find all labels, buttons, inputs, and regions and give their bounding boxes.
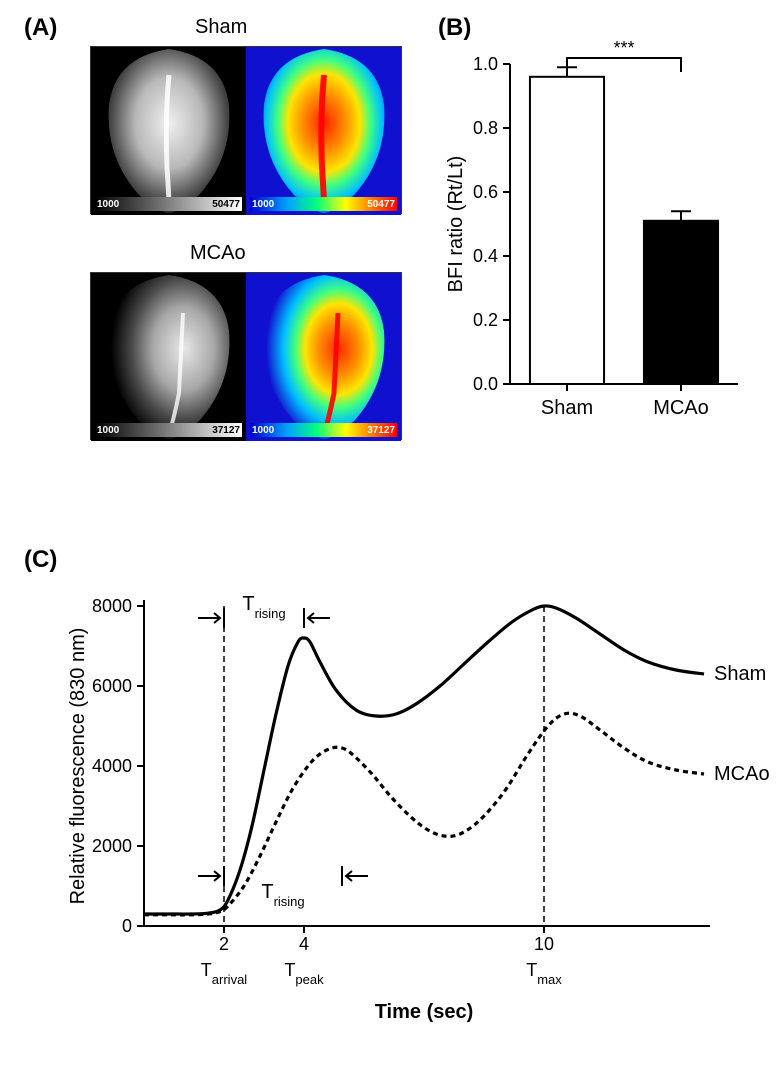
x-axis-title: Time (sec) — [375, 1001, 474, 1023]
mcao-gray-image: 1000 37127 — [91, 273, 246, 441]
x-category-label: Sham — [541, 397, 593, 419]
panel-c-chart: 0 2000 4000 6000 8000Relative fluorescence (… — [54, 586, 774, 1056]
y-tick-label: 2000 — [92, 836, 132, 856]
sham-gray-image: 1000 50477 — [91, 47, 246, 215]
y-tick-label: 1.0 — [473, 54, 498, 74]
x-category-label: MCAo — [653, 397, 709, 419]
y-tick-label: 0.6 — [473, 182, 498, 202]
y-axis-title: BFI ratio (Rt/Lt) — [445, 156, 467, 293]
trising-arrow — [308, 613, 330, 623]
sham-color-scale: 1000 50477 — [250, 197, 397, 211]
trising-label: Trising — [242, 593, 285, 621]
x-tick-label: 2 — [219, 934, 229, 954]
bar — [644, 221, 718, 384]
mcao-series-label: MCAo — [714, 763, 770, 785]
trising-arrow — [198, 613, 220, 623]
x-sub-label: Tpeak — [284, 960, 324, 987]
trising-arrow — [198, 871, 220, 881]
mcao-image-pair: 1000 37127 1000 37127 — [90, 272, 402, 440]
y-tick-label: 4000 — [92, 756, 132, 776]
panel-b-chart: 0.0 0.2 0.4 0.6 0.8 1.0 BFI ratio (Rt/Lt) Sham M… — [438, 36, 768, 450]
y-tick-label: 8000 — [92, 596, 132, 616]
trising-arrow — [346, 871, 368, 881]
y-tick-label: 0.0 — [473, 374, 498, 394]
mcao-title: MCAo — [190, 242, 246, 265]
scale-hi: 37127 — [367, 425, 397, 436]
x-tick-label: 10 — [534, 934, 554, 954]
scale-hi: 37127 — [212, 425, 242, 436]
bar — [530, 77, 604, 384]
scale-lo: 1000 — [95, 199, 119, 210]
scale-hi: 50477 — [367, 199, 397, 210]
sham-gray-scale: 1000 50477 — [95, 197, 242, 211]
x-tick-label: 4 — [299, 934, 309, 954]
scale-hi: 50477 — [212, 199, 242, 210]
mcao-color-image: 1000 37127 — [246, 273, 401, 441]
mcao-gray-scale: 1000 37127 — [95, 423, 242, 437]
trising-label: Trising — [261, 881, 304, 909]
mcao-curve — [144, 713, 704, 915]
panel-a-label: (A) — [24, 14, 57, 42]
y-tick-label: 0.4 — [473, 246, 498, 266]
scale-lo: 1000 — [95, 425, 119, 436]
panel-c-label: (C) — [24, 546, 57, 574]
y-tick-label: 0 — [122, 916, 132, 936]
scale-lo: 1000 — [250, 425, 274, 436]
sham-image-pair: 1000 50477 1000 50477 — [90, 46, 402, 214]
significance-bracket — [567, 58, 681, 72]
x-sub-label: Tarrival — [201, 960, 248, 987]
scale-lo: 1000 — [250, 199, 274, 210]
y-tick-label: 6000 — [92, 676, 132, 696]
y-tick-label: 0.2 — [473, 310, 498, 330]
y-axis-title: Relative fluorescence (830 nm) — [67, 628, 89, 905]
sham-title: Sham — [195, 16, 247, 39]
sham-series-label: Sham — [714, 663, 766, 685]
sham-color-image: 1000 50477 — [246, 47, 401, 215]
x-sub-label: Tmax — [526, 960, 562, 987]
sham-curve — [144, 606, 704, 914]
mcao-color-scale: 1000 37127 — [250, 423, 397, 437]
significance-label: *** — [613, 38, 634, 58]
y-tick-label: 0.8 — [473, 118, 498, 138]
